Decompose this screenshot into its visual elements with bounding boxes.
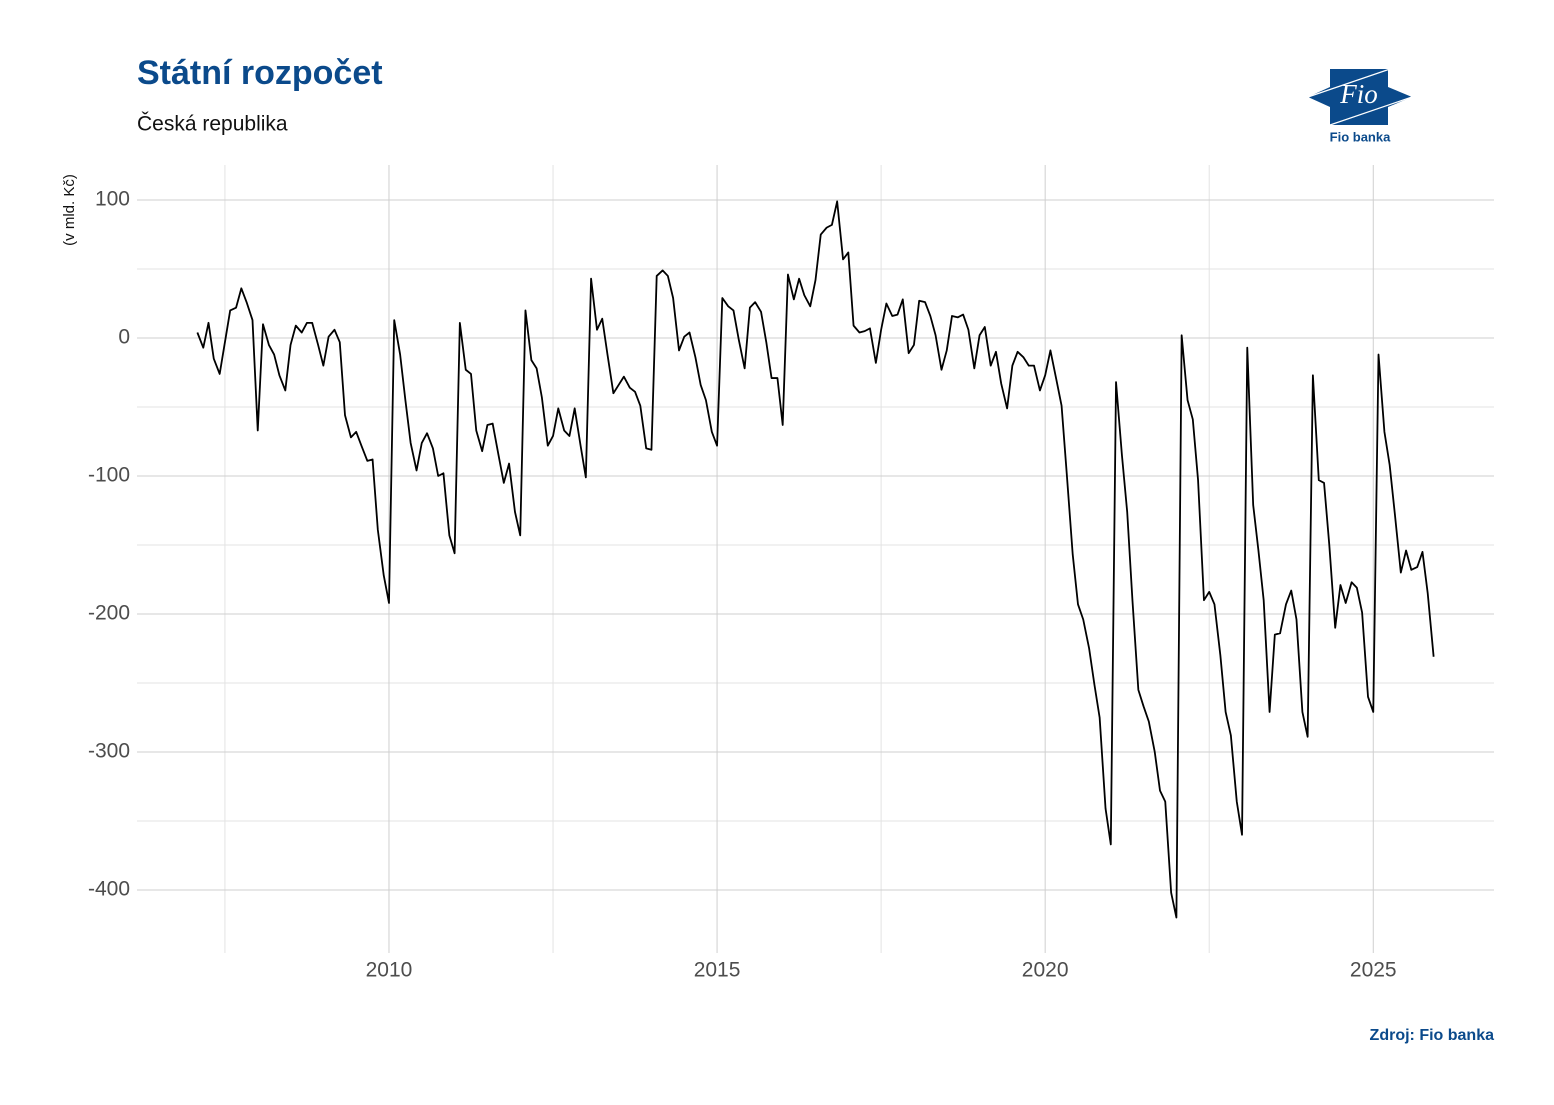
y-tick-label: -200 bbox=[88, 602, 130, 625]
logo-caption: Fio banka bbox=[1330, 129, 1391, 144]
plot bbox=[196, 200, 1435, 919]
y-tick-label: -100 bbox=[88, 464, 130, 487]
logo: Fio Fio banka bbox=[1307, 68, 1413, 144]
x-tick-label: 2020 bbox=[1022, 959, 1069, 982]
y-tick-label: -300 bbox=[88, 740, 130, 763]
y-tick-label: 0 bbox=[118, 326, 130, 349]
y-axis-label: (v mld. Kč) bbox=[61, 174, 78, 246]
x-tick-label: 2010 bbox=[366, 959, 413, 982]
chart-title: Státní rozpočet bbox=[137, 54, 383, 92]
logo-text: Fio bbox=[1339, 79, 1378, 109]
y-tick-label: -400 bbox=[88, 877, 130, 900]
x-tick-label: 2025 bbox=[1350, 959, 1397, 982]
y-tick-label: 100 bbox=[95, 188, 130, 211]
grid: 100 0 -100 -200 -300 -400 2010 2015 2020 2025 bbox=[88, 165, 1494, 982]
logo-shape bbox=[1307, 68, 1413, 126]
data-line bbox=[196, 200, 1435, 919]
x-tick-label: 2015 bbox=[694, 959, 741, 982]
logo-shape bbox=[1308, 87, 1330, 107]
logo-shape bbox=[1388, 87, 1412, 107]
chart-subtitle: Česká republika bbox=[137, 113, 288, 136]
source-note: Zdroj: Fio banka bbox=[1370, 1027, 1495, 1044]
